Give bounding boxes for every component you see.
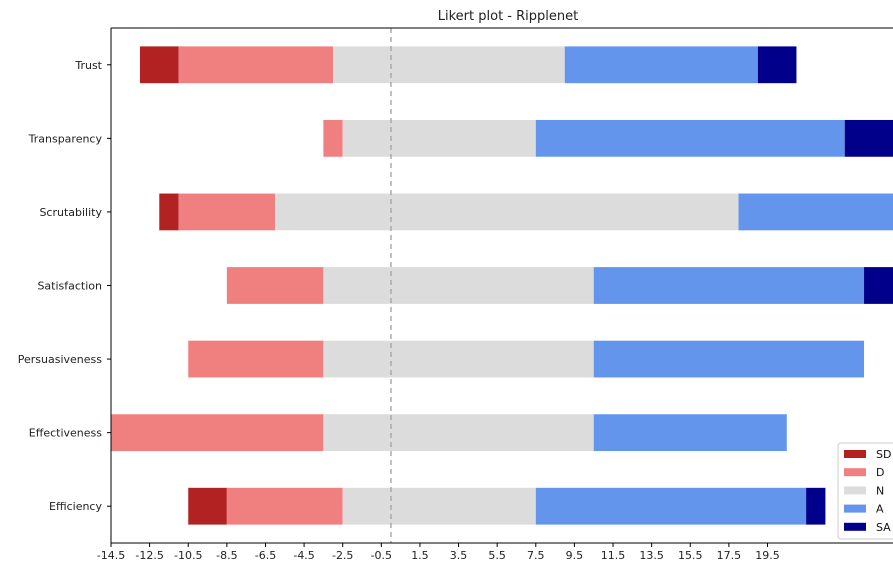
legend-label-sd: SD (876, 448, 891, 461)
bar-d-satisfaction (226, 267, 324, 304)
legend-label-d: D (876, 466, 884, 479)
bar-n-satisfaction (323, 267, 594, 304)
y-tick-label-efficiency: Efficiency (49, 500, 102, 513)
bar-a-persuasiveness (593, 340, 865, 378)
bar-d-scrutability (178, 193, 276, 231)
legend-swatch-sd (844, 450, 866, 458)
legend-label-sa: SA (876, 521, 891, 534)
bar-sa-transparency (844, 119, 893, 157)
bar-d-effectiveness (111, 414, 324, 452)
x-tick-label: 9.5 (566, 549, 584, 562)
x-tick-label: -8.5 (216, 549, 237, 562)
y-tick-label-transparency: Transparency (28, 132, 103, 145)
x-tick-label: -0.5 (371, 549, 392, 562)
bar-a-transparency (535, 119, 845, 157)
bar-n-scrutability (275, 193, 739, 231)
bar-n-effectiveness (323, 414, 594, 452)
x-tick-label: 11.5 (601, 549, 626, 562)
bar-sa-satisfaction (864, 267, 893, 304)
bar-n-transparency (342, 119, 536, 157)
x-tick-label: 17.5 (717, 549, 742, 562)
x-tick-label: 13.5 (639, 549, 664, 562)
legend-label-a: A (876, 503, 884, 516)
legend-swatch-sa (844, 522, 866, 531)
bar-a-trust (564, 46, 758, 84)
bar-a-scrutability (738, 193, 893, 231)
x-tick-label: -6.5 (255, 549, 276, 562)
x-tick-label: 7.5 (527, 549, 545, 562)
bar-d-transparency (323, 119, 343, 157)
bar-d-persuasiveness (188, 340, 324, 378)
x-tick-label: -2.5 (332, 549, 353, 562)
legend-label-n: N (876, 484, 884, 497)
x-tick-label: -10.5 (174, 549, 202, 562)
bar-sd-scrutability (159, 193, 179, 231)
legend-swatch-a (844, 504, 866, 513)
x-tick-label: 19.5 (755, 549, 780, 562)
x-tick-label: 5.5 (488, 549, 506, 562)
bar-n-efficiency (342, 487, 536, 525)
bar-d-trust (178, 46, 334, 84)
x-tick-label: 3.5 (450, 549, 468, 562)
legend-swatch-n (844, 486, 866, 495)
y-tick-label-satisfaction: Satisfaction (37, 280, 102, 293)
legend-swatch-d (844, 468, 866, 477)
bar-sd-trust (139, 46, 179, 84)
axes-group: -14.5 -12.5 -10.5 -8.5 -6.5 -4.5 -2.5 -0.5 1.5 3.… (18, 27, 893, 562)
x-tick-label: -12.5 (135, 549, 163, 562)
legend: SD DNA SA (837, 442, 893, 540)
x-tick-label: -14.5 (97, 549, 125, 562)
bars-group (111, 46, 893, 525)
bar-sd-efficiency (188, 487, 227, 525)
chart-title: Likert plot - Ripplenet (438, 9, 578, 24)
bar-sa-trust (757, 46, 797, 84)
y-tick-label-effectiveness: Effectiveness (29, 427, 102, 440)
bar-sa-efficiency (806, 487, 826, 525)
y-tick-label-scrutability: Scrutability (39, 206, 102, 219)
bar-d-efficiency (226, 487, 343, 525)
x-tick-label: 1.5 (411, 549, 429, 562)
x-tick-label: -4.5 (293, 549, 314, 562)
y-tick-label-trust: Trust (74, 59, 102, 72)
bar-a-effectiveness (593, 414, 787, 452)
y-tick-label-persuasiveness: Persuasiveness (18, 353, 103, 366)
bar-a-satisfaction (593, 267, 865, 304)
bar-n-trust (333, 46, 565, 84)
x-tick-label: 15.5 (678, 549, 703, 562)
bar-n-persuasiveness (323, 340, 594, 378)
bar-a-efficiency (535, 487, 807, 525)
